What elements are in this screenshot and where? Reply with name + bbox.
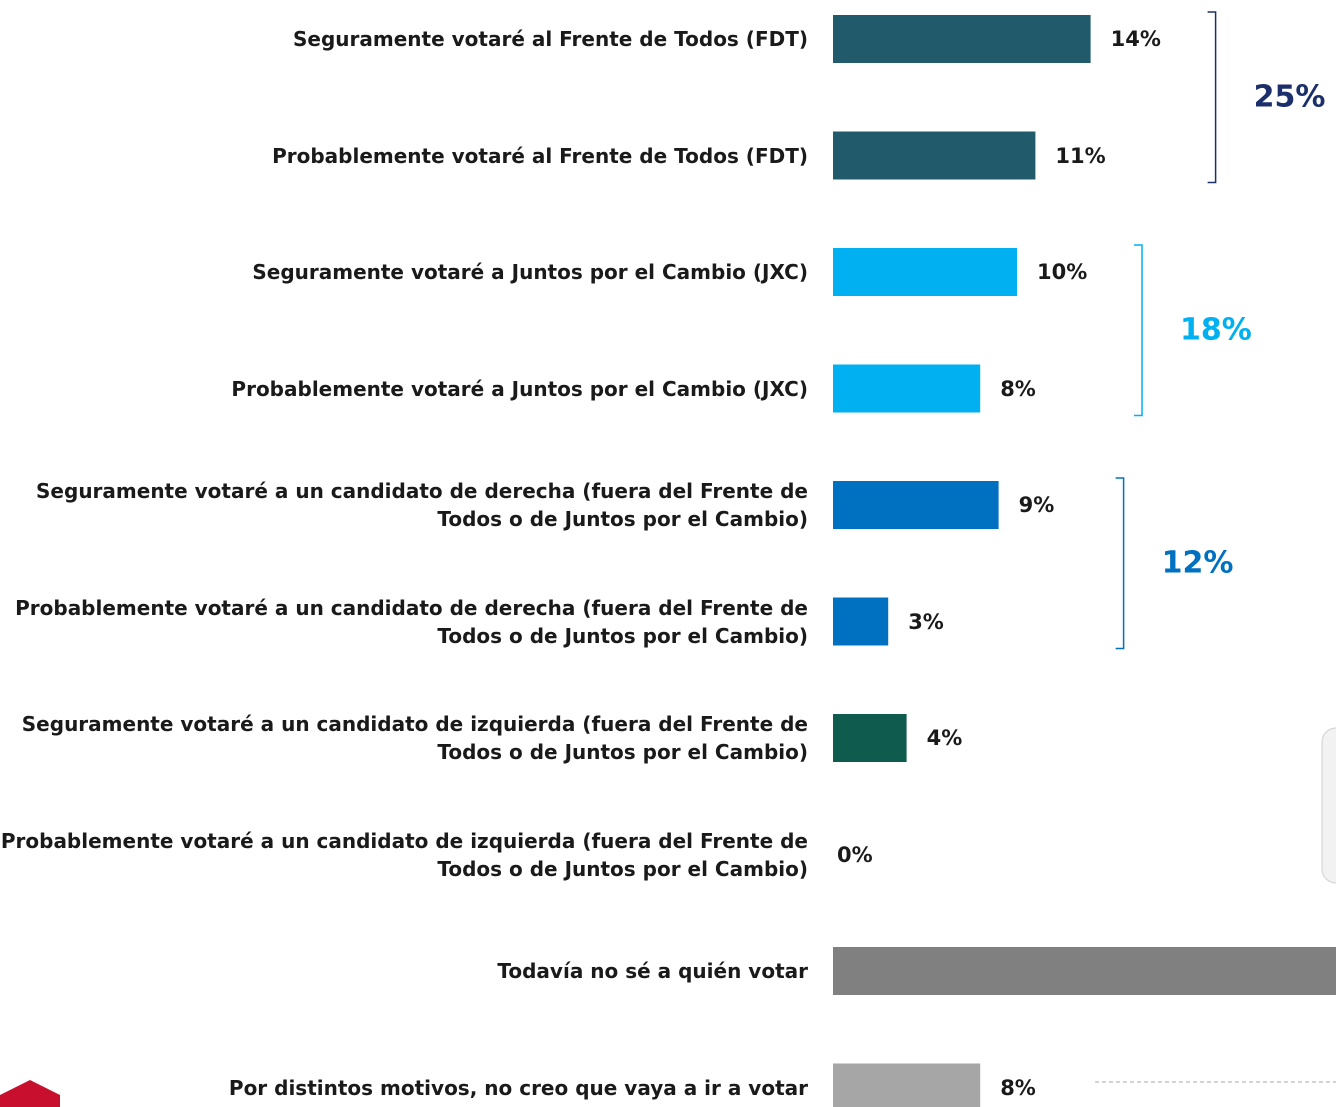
group-bracket xyxy=(1134,244,1143,417)
category-label: Probablemente votaré a Juntos por el Cam… xyxy=(231,376,808,401)
category-label: Por distintos motivos, no creo que vaya … xyxy=(228,1075,808,1100)
bar xyxy=(833,1063,981,1107)
category-label: Probablemente votaré al Frente de Todos … xyxy=(272,143,808,168)
category-label: Probablemente votaré a un candidato de d… xyxy=(15,595,808,648)
value-label: 14% xyxy=(1110,27,1161,51)
bar xyxy=(833,131,1036,180)
logo xyxy=(0,1080,60,1107)
bar xyxy=(833,597,889,646)
value-label: 0% xyxy=(837,842,873,867)
bar xyxy=(833,714,907,762)
value-label: 8% xyxy=(1000,1075,1036,1100)
value-label: 3% xyxy=(908,609,944,634)
side-panel xyxy=(1321,727,1336,884)
bar xyxy=(833,248,1017,296)
category-label: Seguramente votaré a un candidato de der… xyxy=(36,479,808,531)
group-bracket xyxy=(1115,477,1125,650)
category-label: Probablemente votaré a un candidato de i… xyxy=(0,828,808,881)
bar xyxy=(833,947,1336,995)
value-label: 4% xyxy=(926,726,963,750)
group-total: 25% xyxy=(1253,79,1326,115)
group-bracket xyxy=(1207,11,1217,184)
group-total: 18% xyxy=(1180,312,1252,348)
category-label: Todavía no sé a quién votar xyxy=(497,959,808,983)
bar xyxy=(833,364,981,413)
bar xyxy=(833,481,999,529)
value-label: 9% xyxy=(1018,493,1055,517)
value-label: 10% xyxy=(1037,260,1088,284)
bar xyxy=(833,15,1091,63)
group-total: 12% xyxy=(1161,545,1234,581)
category-label: Seguramente votaré a Juntos por el Cambi… xyxy=(252,260,808,284)
category-label: Seguramente votaré a un candidato de izq… xyxy=(21,712,808,764)
value-label: 8% xyxy=(1000,376,1036,401)
value-label: 11% xyxy=(1055,143,1106,168)
category-label: Seguramente votaré al Frente de Todos (F… xyxy=(293,27,808,51)
